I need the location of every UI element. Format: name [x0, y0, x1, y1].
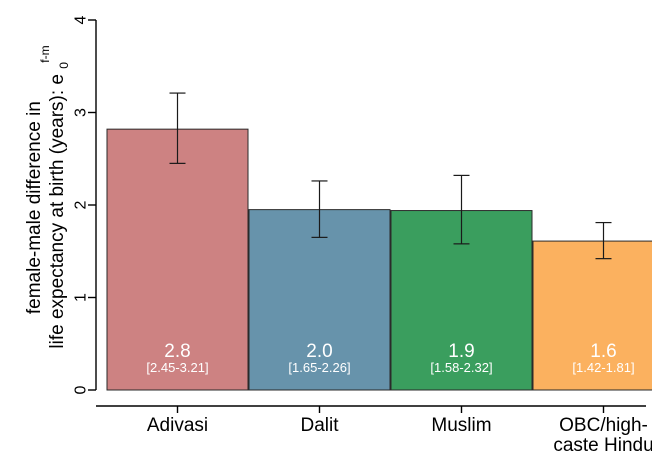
- x-tick-label-line: Adivasi: [147, 415, 208, 436]
- bar: [532, 240, 652, 391]
- bar-group: 2.0[1.65-2.26]: [248, 180, 391, 391]
- bar: [106, 128, 249, 391]
- x-tick-label: Adivasi: [147, 415, 208, 436]
- y-axis-label: female-male difference in life expectanc…: [24, 45, 73, 348]
- plot-area: 2.8[2.45-3.21]2.0[1.65-2.26]1.9[1.58-2.3…: [106, 92, 652, 391]
- x-tick-label-line: caste Hindu: [553, 435, 652, 456]
- y-tick-label: 3: [73, 108, 90, 117]
- x-ticks: Adivasi Dalit Muslim OBC/high-caste Hindu: [147, 406, 652, 456]
- y-tick-label: 1: [73, 293, 90, 302]
- y-tick-label: 4: [73, 15, 90, 24]
- ci-label: [1.65-2.26]: [288, 360, 350, 375]
- y-axis-label-sub: 0: [57, 62, 71, 69]
- value-label: 2.8: [164, 341, 190, 362]
- y-axis-label-sup: f-m: [38, 45, 52, 62]
- x-tick-label: Muslim: [431, 415, 491, 436]
- y-axis-label-line1: female-male difference in: [24, 101, 45, 314]
- bar-group: 1.9[1.58-2.32]: [390, 174, 533, 391]
- x-tick-label-line: Dalit: [300, 415, 339, 436]
- y-tick-label: 2: [73, 200, 90, 209]
- x-tick-label-line: OBC/high-: [559, 415, 648, 436]
- y-axis-label-line2: life expectancy at birth (years): e: [47, 74, 68, 349]
- x-tick-label-line: Muslim: [431, 415, 491, 436]
- y-tick-label: 0: [73, 385, 90, 394]
- y-ticks: 0 1 2 3 4: [73, 15, 96, 394]
- value-label: 2.0: [306, 341, 332, 362]
- ci-label: [1.58-2.32]: [430, 360, 492, 375]
- ci-label: [2.45-3.21]: [146, 360, 208, 375]
- value-label: 1.9: [448, 341, 474, 362]
- bar-group: 2.8[2.45-3.21]: [106, 92, 249, 391]
- x-tick-label: OBC/high-caste Hindu: [553, 415, 652, 456]
- value-label: 1.6: [590, 341, 616, 362]
- bar-group: 1.6[1.42-1.81]: [532, 221, 652, 391]
- x-tick-label: Dalit: [300, 415, 339, 436]
- ci-label: [1.42-1.81]: [572, 360, 634, 375]
